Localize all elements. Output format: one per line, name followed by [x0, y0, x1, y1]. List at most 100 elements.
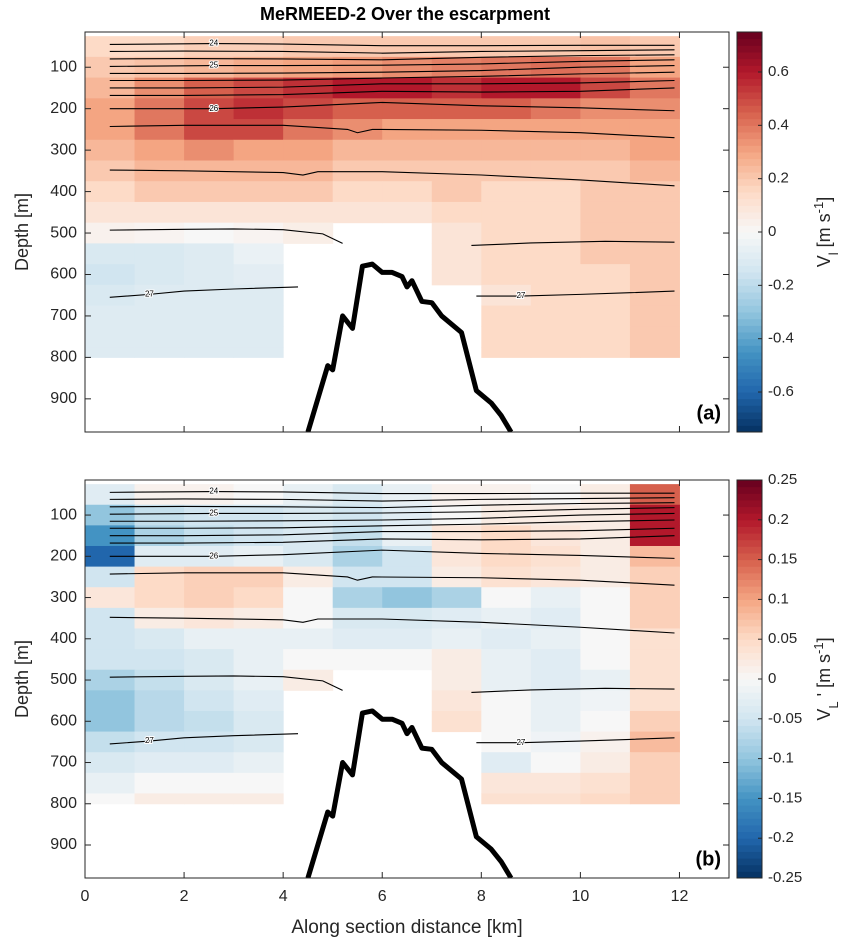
colorbar-swatch — [737, 205, 762, 213]
heat-cell — [233, 793, 284, 805]
heat-cell — [184, 484, 235, 506]
colorbar-swatch — [737, 312, 762, 320]
y-tick-label: 800 — [50, 795, 77, 812]
colorbar-swatch — [737, 679, 762, 687]
heat-cell — [580, 669, 631, 691]
heat-cell — [481, 793, 532, 805]
heat-cell — [332, 77, 383, 99]
heat-cell — [431, 504, 482, 526]
heat-cell — [184, 119, 235, 141]
colorbar-swatch — [737, 844, 762, 852]
colorbar-swatch — [737, 232, 762, 240]
heat-cell — [134, 731, 185, 753]
heat-cell — [332, 587, 383, 609]
heat-cell — [481, 347, 532, 358]
heat-cell — [530, 525, 581, 547]
heat-cell — [431, 98, 482, 120]
heat-cell — [85, 484, 136, 506]
colorbar-swatch — [737, 412, 762, 420]
heat-cell — [283, 545, 334, 568]
colorbar-swatch — [737, 533, 762, 541]
heat-cell — [382, 201, 433, 224]
heat-cell — [233, 731, 284, 753]
heat-cell — [233, 669, 284, 691]
heat-cell — [580, 36, 631, 58]
heat-cell — [233, 181, 284, 203]
heat-cell — [85, 243, 136, 265]
contour-label: 25 — [209, 61, 218, 70]
heat-cell — [431, 160, 482, 182]
heat-cell — [134, 243, 185, 265]
heat-cell — [580, 566, 631, 588]
colorbar-swatch — [737, 225, 762, 233]
heat-cell — [283, 201, 334, 224]
colorbar-swatch — [737, 698, 762, 707]
isopycnal — [109, 519, 675, 529]
heat-cell — [85, 181, 136, 203]
heat-cell — [332, 139, 383, 161]
heat-cell — [431, 77, 482, 99]
colorbar-swatch — [737, 298, 762, 306]
heat-cell — [233, 710, 284, 733]
colorbar-swatch — [737, 152, 762, 160]
colorbar-tick-label: 0.6 — [768, 63, 789, 80]
heat-cell — [481, 98, 532, 120]
colorbar-swatch — [737, 652, 762, 660]
y-tick-label: 500 — [50, 224, 77, 241]
heat-cell — [629, 119, 680, 141]
heat-cell — [629, 264, 680, 286]
heat-cell — [530, 628, 581, 650]
heat-cell — [332, 484, 383, 506]
colorbar-tick-label: 0.25 — [768, 471, 797, 488]
heat-cell — [530, 566, 581, 588]
heat-cell — [134, 305, 185, 327]
isopycnal — [109, 549, 675, 559]
colorbar-swatch — [737, 125, 762, 133]
y-tick-label: 400 — [50, 630, 77, 647]
contour-label: 27 — [516, 738, 525, 747]
colorbar-swatch — [737, 738, 762, 746]
isopycnal — [109, 286, 299, 298]
heat-cell — [85, 326, 136, 348]
panel-label: (a) — [697, 402, 721, 424]
heat-cell — [481, 566, 532, 588]
heat-cell — [431, 36, 482, 58]
heat-cell — [85, 566, 136, 588]
colorbar-tick-label: -0.2 — [768, 276, 794, 293]
heat-cell — [530, 607, 581, 629]
y-tick-label: 200 — [50, 100, 77, 117]
heat-cell — [134, 649, 185, 671]
heat-cell — [481, 504, 532, 526]
contour-label: 27 — [516, 291, 525, 300]
heat-cell — [580, 326, 631, 348]
bathymetry — [305, 261, 514, 432]
heat-cell — [184, 347, 235, 358]
heat-cell — [184, 181, 235, 203]
colorbar-swatch — [737, 778, 762, 786]
heat-cell — [85, 56, 136, 79]
colorbar-tick-label: -0.15 — [768, 789, 802, 806]
panel-label: (b) — [695, 848, 721, 870]
heat-cell — [85, 347, 136, 358]
isopycnal — [476, 290, 675, 297]
heat-cell — [481, 772, 532, 794]
colorbar-swatch — [737, 65, 762, 73]
colorbar-swatch — [737, 85, 762, 93]
isopycnal — [109, 87, 675, 96]
heat-cell — [580, 793, 631, 805]
contour-label: 27 — [145, 736, 154, 745]
heat-cell — [580, 77, 631, 99]
heat-cell — [283, 484, 334, 506]
heat-cell — [530, 119, 581, 141]
heat-cell — [134, 347, 185, 358]
isopycnal — [109, 675, 343, 691]
heat-cell — [629, 160, 680, 182]
heat-cell — [283, 566, 334, 588]
colorbar-swatch — [737, 172, 762, 180]
heat-cell — [283, 525, 334, 547]
heat-cell — [382, 160, 433, 182]
heat-cell — [382, 525, 433, 547]
heat-cell — [283, 649, 334, 671]
heat-cell — [283, 607, 334, 629]
heat-cell — [629, 628, 680, 650]
